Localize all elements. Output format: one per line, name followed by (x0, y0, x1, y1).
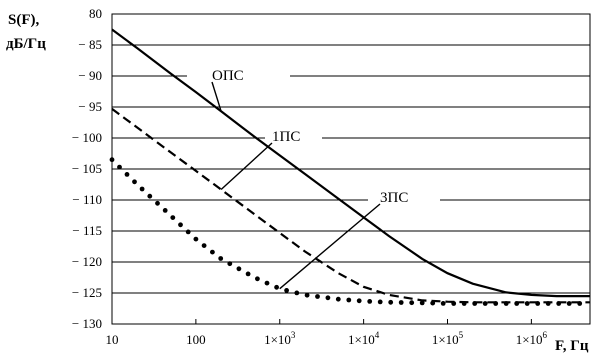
series-point (367, 299, 373, 304)
series-point (556, 301, 562, 306)
series-point (472, 301, 478, 306)
x-tick-label: 10 (106, 332, 119, 347)
x-axis-title: F, Гц (555, 338, 589, 354)
annotation-label: 3ПС (380, 190, 408, 206)
series-point (315, 294, 320, 299)
series-1ps (111, 108, 590, 304)
series-point (245, 271, 251, 277)
y-tick-label: − 105 (72, 161, 102, 176)
series-point (388, 299, 394, 305)
series-point (117, 164, 122, 170)
series-point (524, 301, 530, 306)
series-point (284, 288, 289, 293)
x-tick-label: 1×104 (348, 330, 380, 347)
y-axis-title-line1: S(F), (8, 12, 39, 28)
series-point (325, 295, 331, 301)
series-point (255, 276, 260, 282)
series-point (274, 284, 279, 290)
y-tick-label: − 95 (78, 99, 102, 114)
series-point (356, 298, 362, 304)
y-tick-label: − 110 (72, 192, 102, 207)
series-point (155, 200, 160, 206)
series-point (346, 297, 352, 303)
x-tick-label: 100 (186, 332, 206, 347)
series-point (132, 179, 137, 185)
y-axis-title-line2: дБ/Гц (6, 36, 46, 52)
series-point (566, 301, 572, 306)
series-point (178, 222, 183, 228)
series-point (124, 172, 130, 177)
series-point (185, 229, 191, 235)
series-point (409, 300, 415, 306)
annotation-leader (279, 203, 381, 290)
series-point (201, 243, 207, 249)
y-tick-label: − 125 (72, 285, 102, 300)
series-point (193, 236, 199, 242)
series-point (218, 256, 224, 261)
series-lines (109, 28, 590, 306)
y-tick-label: − 120 (72, 254, 102, 269)
series-ops (111, 28, 590, 298)
series-point (419, 300, 425, 306)
annotation-label: ОПС (212, 68, 244, 84)
series-point (535, 301, 541, 306)
series-point (210, 249, 215, 255)
series-point (545, 301, 551, 306)
series-point (147, 193, 153, 199)
series-point (264, 280, 270, 286)
series-point (503, 301, 509, 306)
annotation-leader (220, 142, 273, 190)
annotations: ОПС 1ПС 3ПС (211, 68, 408, 290)
series-point (227, 261, 233, 267)
series-point (451, 301, 457, 306)
series-point (377, 299, 383, 305)
series-3ps (109, 157, 583, 306)
series-point (170, 215, 176, 221)
series-point (482, 301, 488, 306)
plot-frame (111, 13, 591, 325)
y-tick-label: − 115 (72, 223, 102, 238)
series-point (398, 300, 404, 305)
y-tick-label: − 85 (78, 37, 102, 52)
series-point (304, 292, 310, 298)
series-point (335, 296, 341, 302)
series-point (577, 301, 583, 306)
annotation-label: 1ПС (272, 129, 300, 145)
series-point (430, 300, 436, 306)
y-tick-label: − 100 (72, 130, 102, 145)
series-point (162, 208, 168, 213)
series-point (440, 301, 446, 306)
series-point (461, 301, 467, 306)
y-tick-label: 80 (89, 6, 102, 21)
series-point (493, 301, 499, 306)
annotation-leader (211, 81, 222, 112)
y-tick-label: − 130 (72, 316, 102, 331)
series-point (514, 301, 520, 306)
ticks: 80 − 85 − 90 − 95 − 100 − 105 − 110 − 115 − 120 −… (72, 6, 548, 347)
x-tick-label: 1×106 (516, 330, 548, 347)
x-tick-label: 1×105 (432, 330, 464, 347)
series-point (294, 290, 300, 296)
series-point (236, 266, 242, 272)
x-tick-label: 1×103 (264, 330, 296, 347)
series-point (139, 186, 145, 192)
y-tick-label: − 90 (78, 68, 102, 83)
